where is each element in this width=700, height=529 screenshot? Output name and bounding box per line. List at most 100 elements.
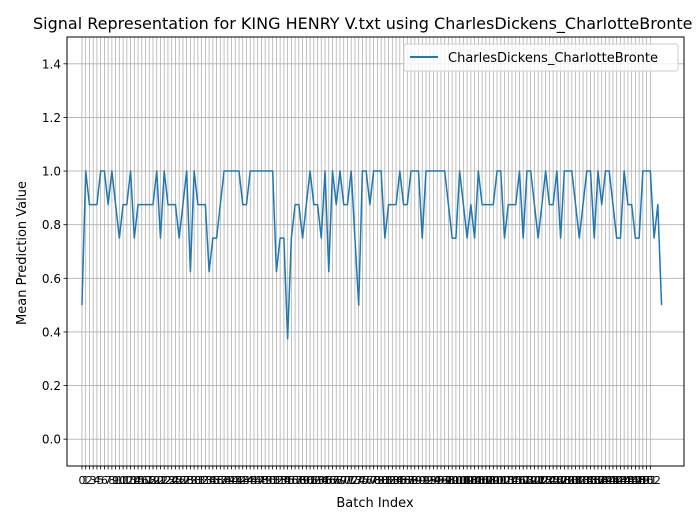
x-tick-label: 27 bbox=[176, 474, 190, 487]
x-tick-label: 134 bbox=[573, 474, 594, 487]
x-tick-label: 37 bbox=[213, 474, 227, 487]
x-tick-label: 93 bbox=[423, 474, 437, 487]
x-tick-label: 25 bbox=[168, 474, 182, 487]
x-tick-label: 31 bbox=[191, 474, 205, 487]
x-tick-label: 68 bbox=[329, 474, 343, 487]
x-tick-label: 121 bbox=[524, 474, 545, 487]
x-axis-label: Batch Index bbox=[336, 496, 414, 511]
x-tick-label: 92 bbox=[419, 474, 433, 487]
x-tick-label: 52 bbox=[269, 474, 283, 487]
x-tick-label: 58 bbox=[292, 474, 306, 487]
x-tick-label: 85 bbox=[393, 474, 407, 487]
x-tick-label: 47 bbox=[251, 474, 265, 487]
x-tick-label: 59 bbox=[296, 474, 310, 487]
x-tick-label: 34 bbox=[202, 474, 216, 487]
x-tick-label: 53 bbox=[273, 474, 287, 487]
y-tick-label: 0.8 bbox=[42, 218, 61, 232]
y-tick-label: 0.4 bbox=[42, 325, 61, 339]
x-tick-label: 49 bbox=[258, 474, 272, 487]
x-tick-label: 38 bbox=[217, 474, 231, 487]
x-tick-label: 103 bbox=[457, 474, 478, 487]
x-tick-label: 142 bbox=[602, 474, 623, 487]
x-tick-label: 56 bbox=[284, 474, 298, 487]
x-tick-label: 65 bbox=[318, 474, 332, 487]
x-tick-label: 147 bbox=[621, 474, 642, 487]
legend[interactable]: CharlesDickens_CharlotteBronte bbox=[403, 43, 679, 72]
x-tick-label: 19 bbox=[146, 474, 160, 487]
x-tick-label: 51 bbox=[266, 474, 280, 487]
x-tick-label: 87 bbox=[400, 474, 414, 487]
x-tick-label: 61 bbox=[303, 474, 317, 487]
legend-label: CharlesDickens_CharlotteBronte bbox=[448, 51, 658, 66]
x-tick-label: 133 bbox=[569, 474, 590, 487]
x-tick-label: 89 bbox=[408, 474, 422, 487]
x-tick-label: 22 bbox=[157, 474, 171, 487]
y-tick-label: 1.4 bbox=[42, 57, 61, 71]
x-tick-label: 83 bbox=[385, 474, 399, 487]
x-tick-label: 130 bbox=[558, 474, 579, 487]
x-tick-label: 50 bbox=[262, 474, 276, 487]
x-tick-label: 140 bbox=[595, 474, 616, 487]
x-tick-label: 77 bbox=[363, 474, 377, 487]
x-tick-label: 102 bbox=[453, 474, 474, 487]
x-tick-label: 73 bbox=[348, 474, 362, 487]
x-tick-label: 139 bbox=[591, 474, 612, 487]
x-tick-label: 30 bbox=[187, 474, 201, 487]
x-tick-label: 143 bbox=[606, 474, 627, 487]
y-tick-label: 0.6 bbox=[42, 272, 61, 286]
x-tick-label: 72 bbox=[344, 474, 358, 487]
x-tick-label: 84 bbox=[389, 474, 403, 487]
x-tick-label: 81 bbox=[378, 474, 392, 487]
x-tick-label: 71 bbox=[340, 474, 354, 487]
x-tick-label: 39 bbox=[221, 474, 235, 487]
plot-frame bbox=[66, 36, 685, 467]
x-tick-label: 78 bbox=[367, 474, 381, 487]
x-tick-label: 17 bbox=[139, 474, 153, 487]
x-tick-label: 144 bbox=[610, 474, 631, 487]
x-tick-label: 13 bbox=[124, 474, 138, 487]
x-tick-label: 7 bbox=[105, 474, 112, 487]
x-tick-label: 40 bbox=[225, 474, 239, 487]
grid-layer bbox=[67, 37, 684, 466]
x-tick-label: 99 bbox=[445, 474, 459, 487]
x-tick-label: 106 bbox=[468, 474, 489, 487]
x-tick-label: 11 bbox=[116, 474, 130, 487]
x-tick-label: 20 bbox=[150, 474, 164, 487]
x-tick-label: 64 bbox=[314, 474, 328, 487]
x-tick-label: 120 bbox=[520, 474, 541, 487]
x-tick-label: 113 bbox=[494, 474, 515, 487]
x-tick-label: 107 bbox=[472, 474, 493, 487]
x-tick-label: 26 bbox=[172, 474, 186, 487]
x-tick-label: 28 bbox=[180, 474, 194, 487]
x-tick-label: 95 bbox=[430, 474, 444, 487]
x-tick-label: 110 bbox=[483, 474, 504, 487]
x-tick-label: 14 bbox=[127, 474, 141, 487]
x-tick-label: 8 bbox=[108, 474, 115, 487]
x-tick-label: 98 bbox=[441, 474, 455, 487]
x-tick-label: 74 bbox=[352, 474, 366, 487]
x-tick-label: 33 bbox=[198, 474, 212, 487]
x-tick-label: 94 bbox=[426, 474, 440, 487]
x-tick-label: 111 bbox=[487, 474, 508, 487]
x-tick-label: 70 bbox=[337, 474, 351, 487]
x-tick-label: 136 bbox=[580, 474, 601, 487]
line-layer bbox=[81, 170, 663, 340]
x-tick-label: 29 bbox=[183, 474, 197, 487]
x-tick-label: 152 bbox=[640, 474, 661, 487]
x-tick-label: 1 bbox=[82, 474, 89, 487]
y-tick-label: 0.0 bbox=[42, 433, 61, 447]
x-tick-label: 109 bbox=[479, 474, 500, 487]
x-tick-label: 91 bbox=[415, 474, 429, 487]
x-tick-label: 57 bbox=[288, 474, 302, 487]
x-tick-label: 69 bbox=[333, 474, 347, 487]
x-tick-label: 116 bbox=[505, 474, 526, 487]
x-tick-label: 60 bbox=[299, 474, 313, 487]
x-tick-label: 79 bbox=[370, 474, 384, 487]
x-tick-label: 105 bbox=[464, 474, 485, 487]
x-tick-label: 75 bbox=[355, 474, 369, 487]
series-line bbox=[81, 170, 663, 340]
x-tick-label: 16 bbox=[135, 474, 149, 487]
x-tick-label: 23 bbox=[161, 474, 175, 487]
